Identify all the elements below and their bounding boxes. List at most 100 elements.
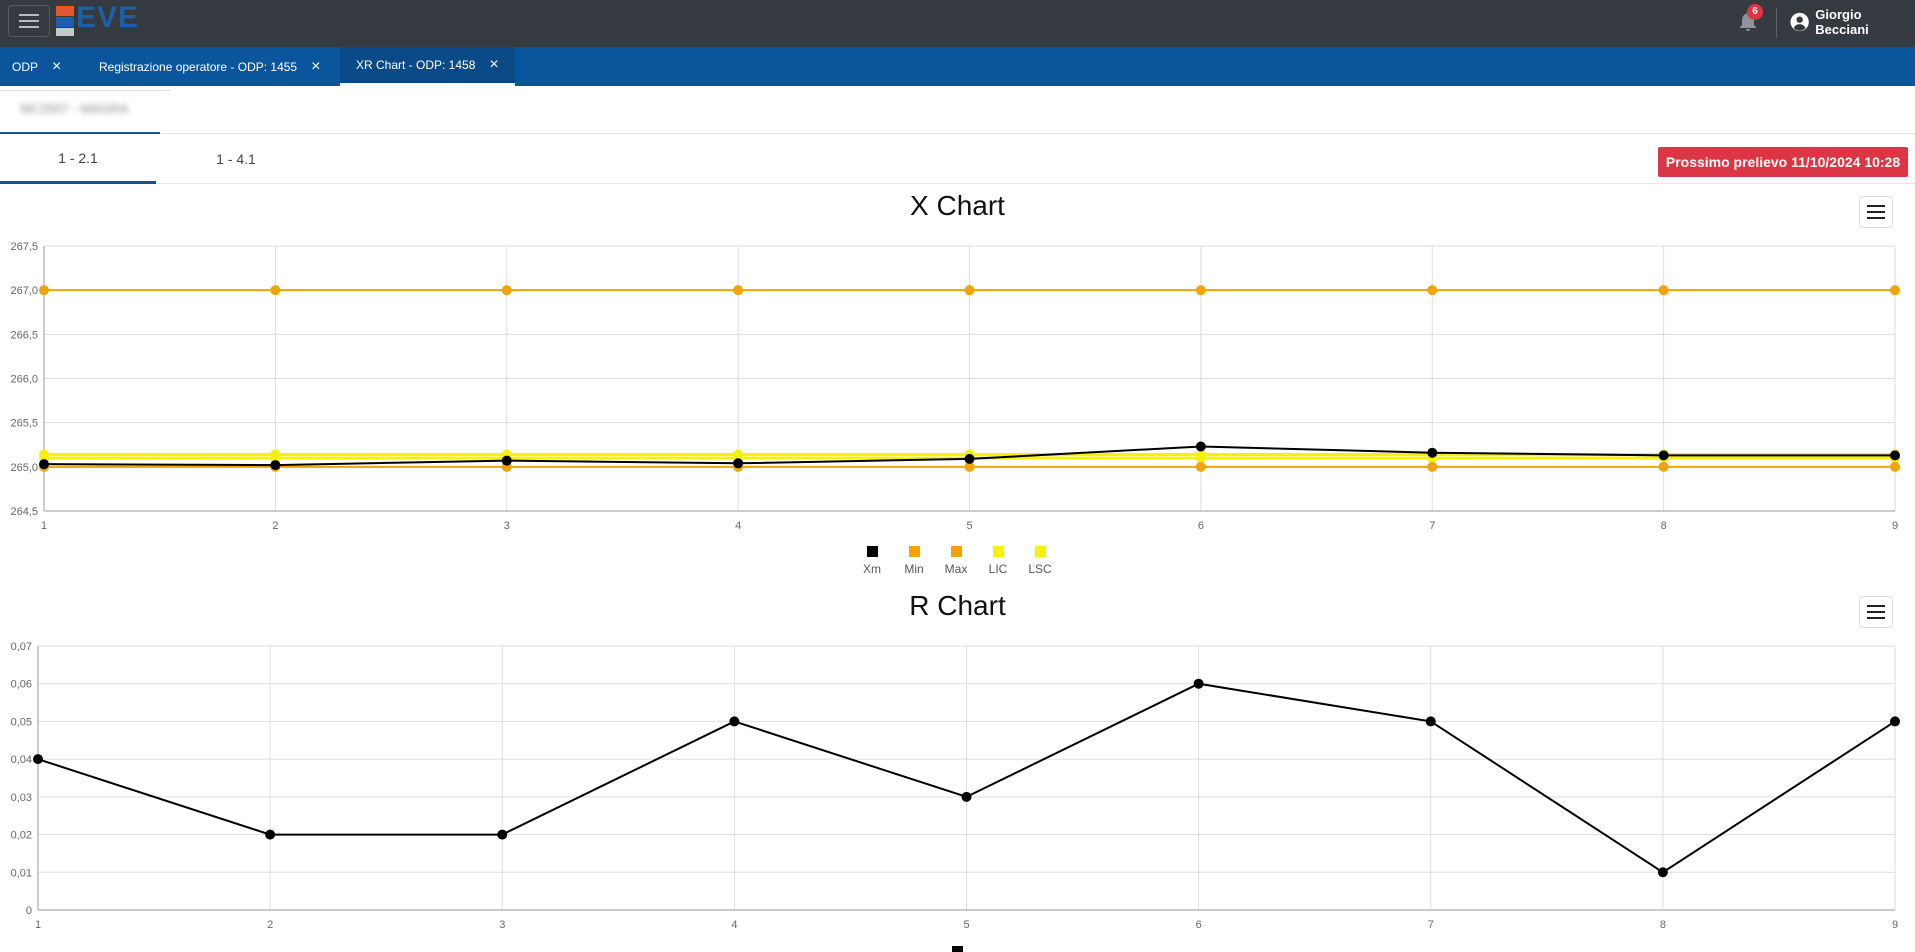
x-tick-label: 9 (1892, 520, 1898, 532)
x-tick-label: 5 (966, 520, 972, 532)
x-tick-label: 1 (41, 520, 47, 532)
y-tick-label: 267,0 (10, 285, 38, 297)
open-tabs-bar: ODP × Registrazione operatore - ODP: 145… (0, 47, 1915, 86)
tab-registrazione-operatore[interactable]: Registrazione operatore - ODP: 1455 × (99, 47, 320, 86)
y-tick-label: 0,07 (11, 641, 32, 653)
data-point-max (39, 285, 49, 296)
legend-swatch (909, 546, 920, 557)
x-tick-label: 6 (1198, 520, 1204, 532)
data-point-xm (270, 460, 281, 471)
panel-tabs: 1 - 2.1 1 - 4.1 (0, 134, 1915, 184)
data-point-min (964, 461, 975, 472)
x-tick-label: 7 (1428, 919, 1434, 931)
x-tick-label: 7 (1429, 520, 1435, 532)
tab-xr-chart[interactable]: XR Chart - ODP: 1458 × (340, 47, 515, 86)
y-tick-label: 0 (26, 905, 32, 917)
data-point-r (1890, 716, 1900, 727)
y-tick-label: 265,5 (10, 418, 38, 430)
y-tick-label: 0,06 (11, 679, 32, 691)
x-tick-label: 4 (731, 919, 737, 931)
y-tick-label: 267,5 (10, 241, 38, 253)
y-tick-label: 0,05 (11, 716, 32, 728)
x-chart-title: X Chart (910, 190, 1005, 221)
legend-label: Min (904, 562, 923, 576)
data-point-r (1657, 867, 1668, 878)
x-tick-label: 2 (267, 919, 273, 931)
x-tick-label: 1 (35, 919, 41, 931)
y-tick-label: 0,04 (11, 754, 32, 766)
panel-tab-label: 1 - 4.1 (216, 151, 256, 167)
data-point-r (265, 829, 276, 840)
navbar-divider (1776, 8, 1777, 38)
data-point-r (961, 791, 972, 802)
legend-label: Max (945, 562, 968, 576)
legend-swatch (952, 946, 963, 952)
notification-badge: 6 (1747, 4, 1763, 20)
data-point-xm (501, 455, 512, 466)
user-menu[interactable]: Giorgio Becciani (1790, 7, 1915, 37)
user-name: Giorgio Becciani (1815, 7, 1869, 37)
user-avatar-icon (1790, 12, 1809, 32)
data-point-xm (39, 459, 49, 470)
y-tick-label: 266,5 (10, 329, 38, 341)
data-point-r (1193, 678, 1204, 689)
data-point-lic (1195, 453, 1206, 463)
data-point-r (1425, 716, 1436, 727)
y-tick-label: 265,0 (10, 462, 38, 474)
record-header: MC2507 - MAGRA (0, 86, 1915, 134)
legend-swatch (951, 546, 962, 557)
close-icon[interactable]: × (311, 57, 321, 75)
data-point-min (1890, 461, 1900, 472)
next-sample-alert: Prossimo prelievo 11/10/2024 10:28 (1658, 147, 1908, 177)
tab-odp[interactable]: ODP × (12, 47, 61, 86)
x-tick-label: 9 (1892, 919, 1898, 931)
x-tick-label: 3 (504, 520, 510, 532)
r-chart-title: R Chart (909, 590, 1006, 621)
data-point-max (1658, 285, 1669, 296)
x-tick-label: 2 (272, 520, 278, 532)
tab-label: Registrazione operatore - ODP: 1455 (99, 59, 298, 74)
menu-icon-line (19, 20, 39, 22)
data-point-xm (1427, 447, 1438, 458)
y-tick-label: 0,01 (11, 867, 32, 879)
record-title: MC2507 - MAGRA (20, 101, 129, 116)
tab-label: ODP (12, 59, 39, 74)
y-tick-label: 266,0 (10, 374, 38, 386)
y-tick-label: 0,03 (11, 792, 32, 804)
data-point-min (1427, 461, 1438, 472)
data-point-xm (1195, 441, 1206, 452)
panel-tab-label: 1 - 2.1 (58, 149, 98, 166)
x-tick-label: 5 (963, 919, 969, 931)
x-tick-label: 8 (1660, 919, 1666, 931)
data-point-max (501, 285, 512, 296)
data-point-xm (1890, 450, 1900, 461)
r-chart: 0 0,01 0,02 0,03 0,04 0,05 0,06 0,07 1 2 3 4 5 6 7 8 9 (11, 641, 1900, 952)
legend-label: Xm (863, 562, 881, 576)
close-icon[interactable]: × (52, 57, 62, 75)
data-point-r (497, 829, 508, 840)
y-tick-label: 264,5 (10, 506, 38, 518)
data-point-r (729, 716, 740, 727)
x-chart-menu-button[interactable] (1859, 196, 1893, 228)
menu-icon (19, 14, 39, 16)
legend-swatch (1035, 546, 1046, 557)
x-chart: 264,5 265,0 265,5 266,0 266,5 267,0 267,5 1 2 3 4 5… (10, 241, 1900, 576)
r-chart-menu-button[interactable] (1859, 596, 1893, 628)
data-point-xm (733, 458, 744, 469)
x-tick-label: 3 (499, 919, 505, 931)
data-point-max (270, 285, 281, 296)
close-icon[interactable]: × (489, 56, 499, 73)
legend-label: LSC (1028, 562, 1052, 576)
tab-1-2-1[interactable]: 1 - 2.1 (0, 134, 156, 184)
legend-swatch (867, 546, 878, 557)
app-logo[interactable]: EVE (56, 1, 138, 36)
tab-1-4-1[interactable]: 1 - 4.1 (158, 134, 314, 184)
top-navbar: EVE 6 Giorgio Becciani (0, 0, 1915, 47)
menu-toggle-button[interactable] (8, 5, 50, 37)
legend-label: LIC (989, 562, 1008, 576)
data-point-max (964, 285, 975, 296)
data-point-min (1195, 461, 1206, 472)
legend-swatch (993, 546, 1004, 557)
data-point-max (1195, 285, 1206, 296)
data-point-max (1890, 285, 1900, 296)
